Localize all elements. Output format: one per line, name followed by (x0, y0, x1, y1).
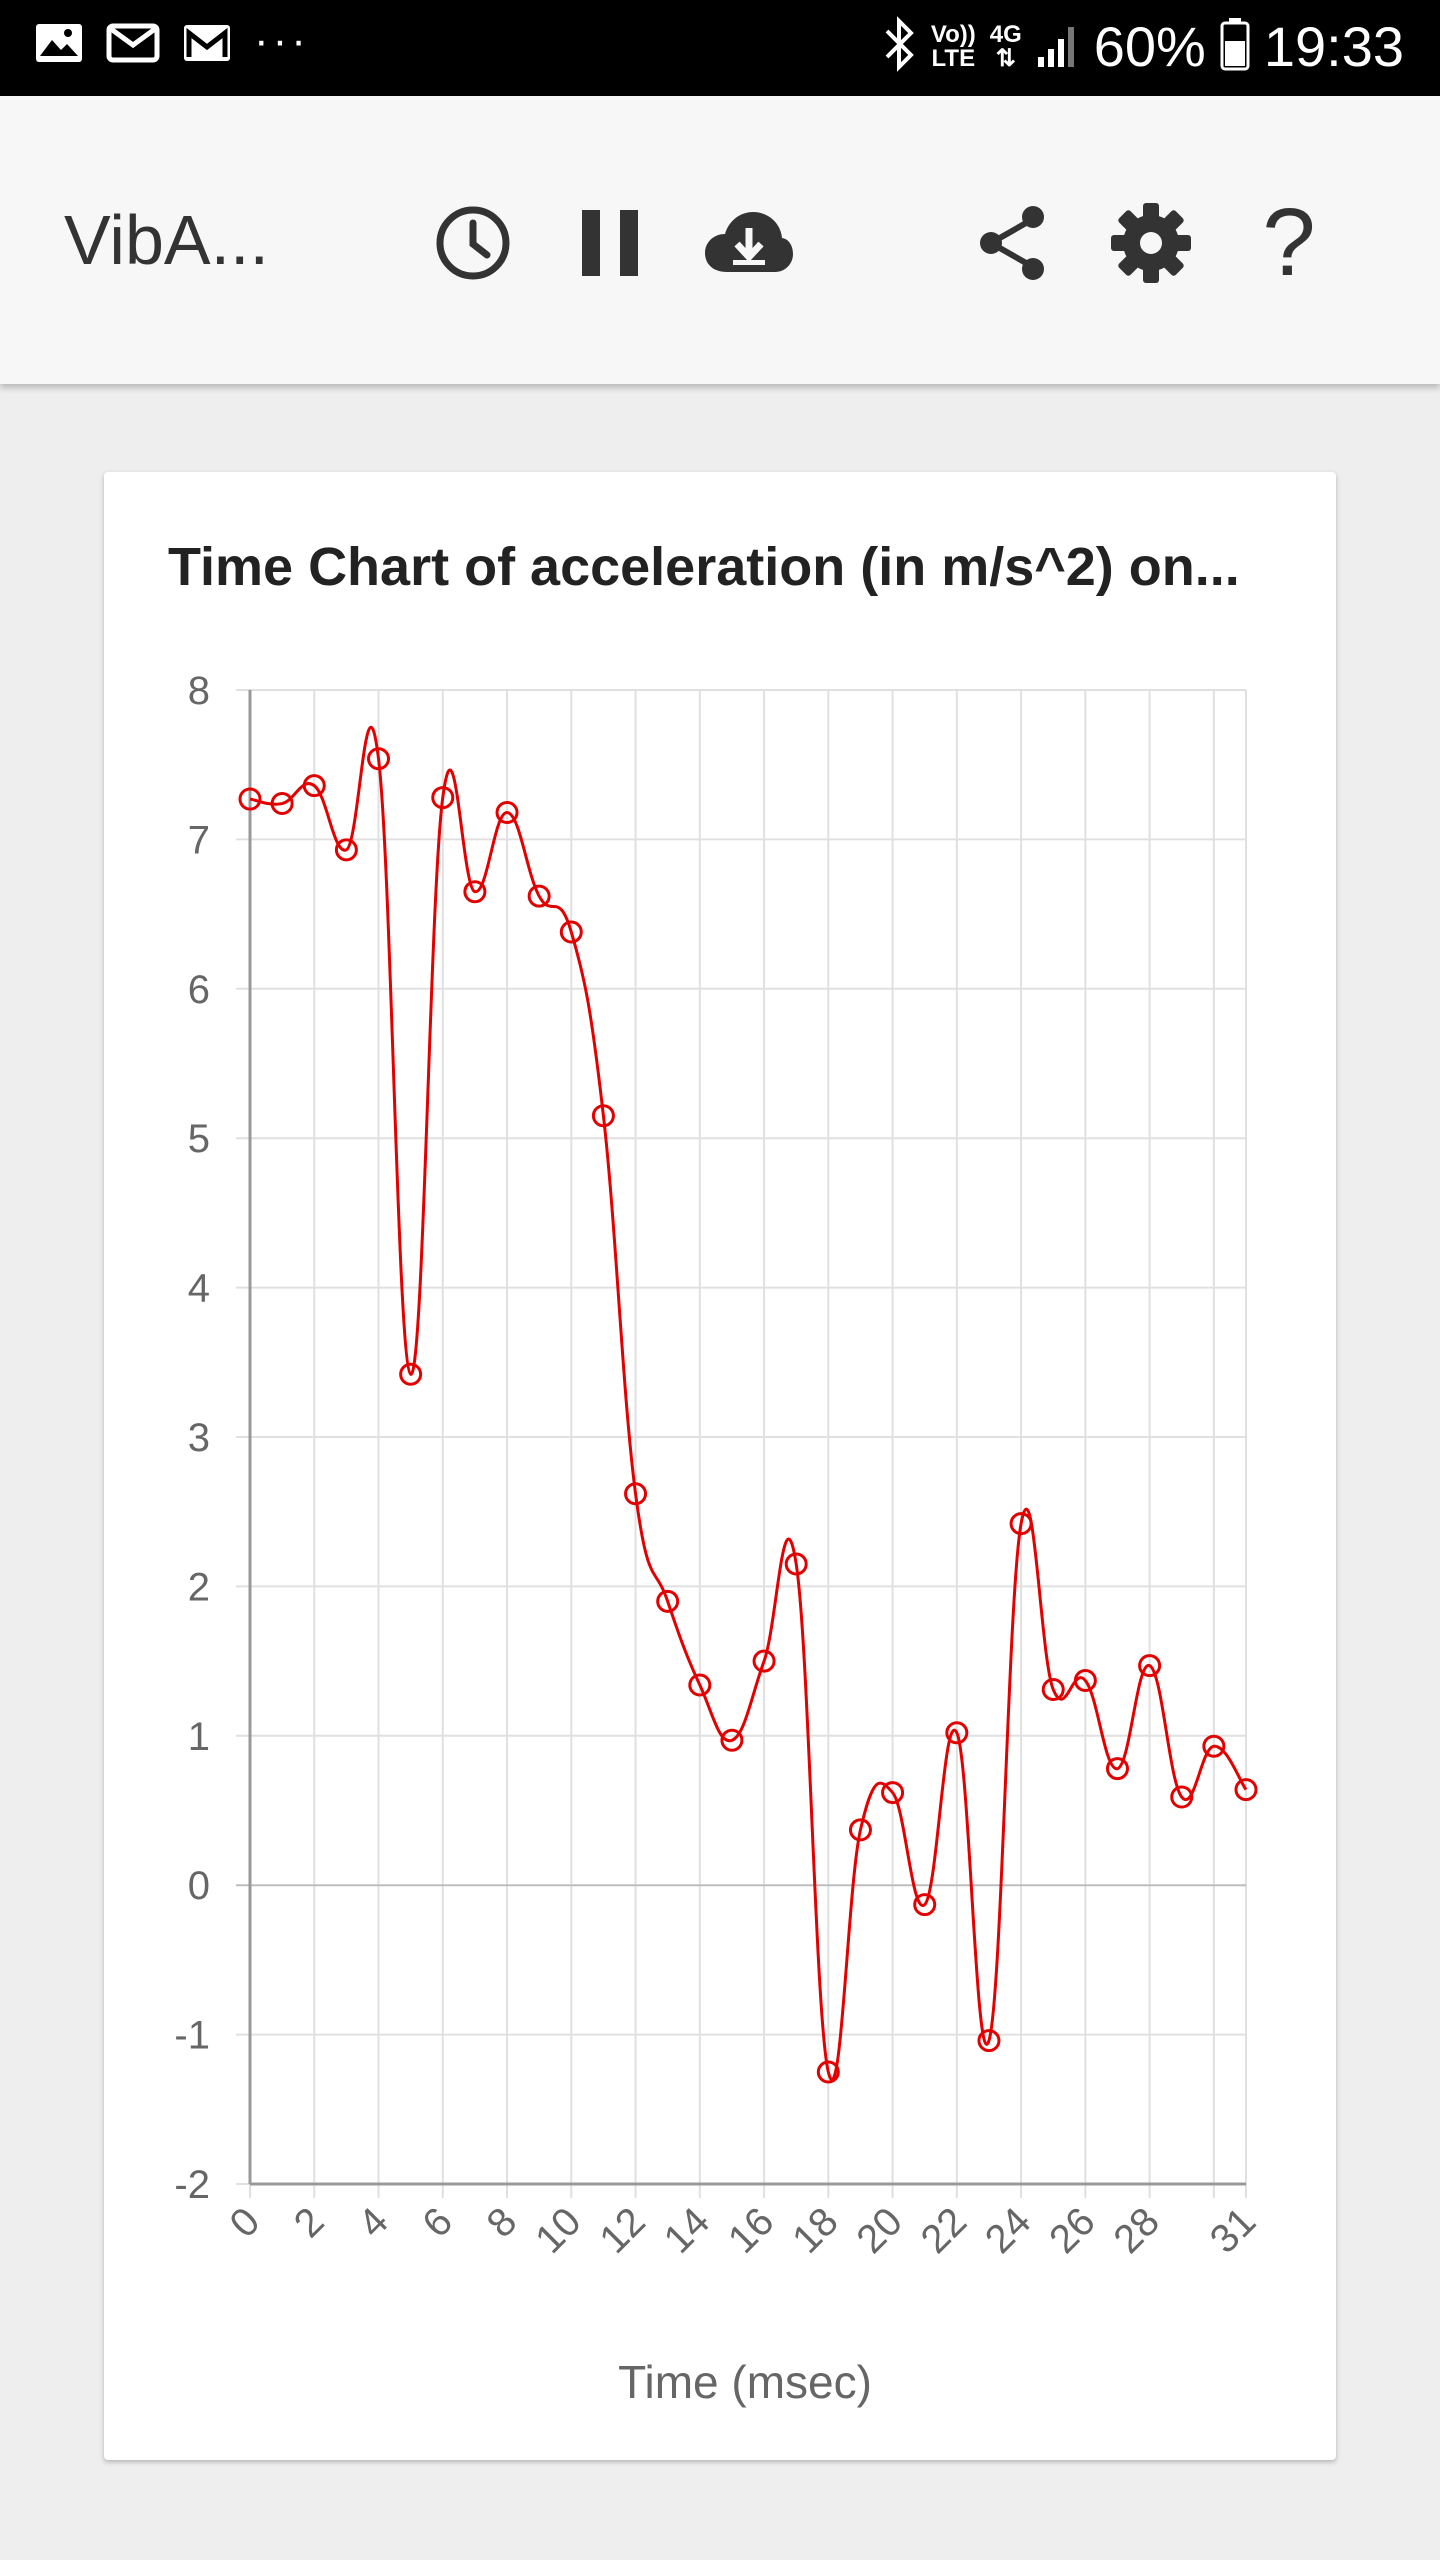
y-tick-label: 1 (188, 1715, 210, 1759)
chart-card: Time Chart of acceleration (in m/s^2) on… (104, 472, 1336, 2460)
acceleration-series-line (249, 725, 1248, 2082)
data-point[interactable] (784, 1552, 808, 1576)
data-point[interactable] (1041, 1677, 1065, 1701)
share-button[interactable] (958, 188, 1068, 298)
x-tick-label: 22 (913, 2199, 976, 2262)
data-point[interactable] (1138, 1654, 1162, 1678)
data-point[interactable] (238, 787, 262, 811)
data-point[interactable] (591, 1104, 615, 1128)
x-tick-label: 28 (1105, 2199, 1168, 2262)
data-point[interactable] (1105, 1757, 1129, 1781)
data-point[interactable] (913, 1893, 937, 1917)
y-tick-label: 0 (188, 1864, 210, 1908)
data-point[interactable] (752, 1649, 776, 1673)
data-point[interactable] (816, 2060, 840, 2084)
y-tick-label: 7 (188, 818, 210, 862)
data-point[interactable] (431, 786, 455, 810)
x-tick-label: 14 (656, 2199, 719, 2262)
data-point[interactable] (495, 801, 519, 825)
data-point[interactable] (977, 2029, 1001, 2053)
x-tick-label: 10 (527, 2199, 590, 2262)
signal-icon (1036, 19, 1080, 74)
data-point[interactable] (945, 1721, 969, 1745)
data-point[interactable] (1202, 1734, 1226, 1758)
data-point[interactable] (624, 1482, 648, 1506)
data-point[interactable] (1009, 1512, 1033, 1536)
y-tick-label: 6 (188, 968, 210, 1012)
x-tick-label: 24 (977, 2199, 1040, 2262)
data-point[interactable] (399, 1362, 423, 1386)
data-point[interactable] (1073, 1669, 1097, 1693)
data-indicator: 4G ⇅ (989, 20, 1022, 72)
image-icon (34, 22, 84, 69)
y-tick-label: 4 (188, 1267, 210, 1311)
data-point[interactable] (720, 1728, 744, 1752)
data-point[interactable] (881, 1781, 905, 1805)
bluetooth-icon (883, 16, 917, 77)
chart-title: Time Chart of acceleration (in m/s^2) on… (168, 537, 1240, 597)
system-status: Vo)) LTE 4G ⇅ 60% 19:33 (883, 14, 1404, 79)
x-tick-label: 18 (784, 2199, 847, 2262)
x-axis-label: Time (msec) (618, 2356, 872, 2408)
y-tick-label: 5 (188, 1117, 210, 1161)
overflow-notifications: ··· (254, 15, 310, 65)
y-tick-label: -2 (174, 2163, 210, 2207)
y-tick-label: 8 (188, 669, 210, 713)
cloud-download-icon (705, 212, 793, 272)
x-tick-label: 4 (350, 2199, 397, 2246)
pause-button[interactable] (556, 188, 666, 298)
y-tick-label: 3 (188, 1416, 210, 1460)
x-tick-label: 16 (720, 2199, 783, 2262)
help-icon: ? (1262, 189, 1316, 296)
data-point[interactable] (463, 880, 487, 904)
data-point[interactable] (559, 920, 583, 944)
data-point[interactable] (656, 1589, 680, 1613)
notification-icons: ··· (34, 16, 310, 69)
download-button[interactable] (694, 188, 804, 298)
settings-button[interactable] (1096, 188, 1206, 298)
data-point[interactable] (367, 747, 391, 771)
x-tick-label: 6 (414, 2199, 461, 2246)
pause-icon (582, 210, 638, 276)
settings-icon (1111, 203, 1191, 283)
data-point[interactable] (848, 1818, 872, 1842)
x-tick-label: 8 (479, 2199, 526, 2246)
volte-indicator: Vo)) LTE (930, 20, 976, 72)
data-point[interactable] (527, 884, 551, 908)
chart-axes (248, 690, 1246, 2186)
x-tick-label: 31 (1202, 2199, 1265, 2262)
x-tick-label: 2 (286, 2199, 333, 2246)
chart-grid (236, 689, 1247, 2198)
email-icon (106, 23, 160, 68)
data-point[interactable] (1170, 1785, 1194, 1809)
share-icon (980, 206, 1044, 280)
x-tick-label: 12 (591, 2199, 654, 2262)
history-icon (436, 206, 510, 280)
data-arrows: ⇅ (995, 44, 1016, 72)
x-tick-label: 20 (848, 2199, 911, 2262)
gmail-icon (182, 23, 232, 68)
y-tick-label: -1 (174, 2014, 210, 2058)
data-point[interactable] (688, 1673, 712, 1697)
clock: 19:33 (1263, 15, 1404, 78)
chart-series (238, 725, 1258, 2084)
battery-icon (1220, 17, 1250, 76)
help-button[interactable]: ? (1234, 188, 1344, 298)
data-point[interactable] (334, 838, 358, 862)
data-point[interactable] (1234, 1778, 1258, 1802)
history-button[interactable] (418, 188, 528, 298)
status-bar: ··· Vo)) LTE 4G ⇅ 60% 19:33 (0, 0, 1440, 96)
app-bar: VibA... (0, 96, 1440, 384)
x-tick-label: 0 (222, 2199, 269, 2246)
app-title: VibA... (64, 201, 269, 279)
data-point[interactable] (270, 792, 294, 816)
x-tick-label: 26 (1041, 2199, 1104, 2262)
y-tick-label: 2 (188, 1565, 210, 1609)
battery-percent: 60% (1093, 15, 1206, 78)
data-point[interactable] (302, 774, 326, 798)
